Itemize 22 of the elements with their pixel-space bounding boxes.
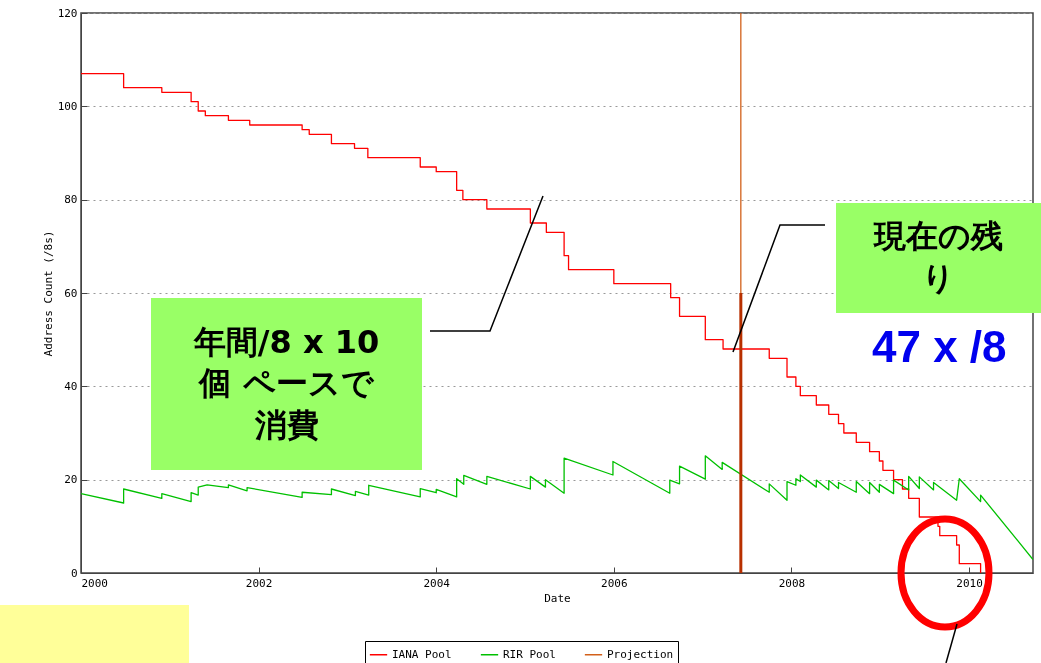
x-tick-label: 2004 [423,576,451,590]
legend-label: IANA Pool [392,647,452,661]
annotation: 年間/8 x 10 個 ペースで消費 [151,298,422,470]
x-tick-label: 2008 [778,576,806,590]
y-tick-label: 100 [57,99,78,113]
x-tick-label: 2000 [81,576,108,590]
annotation: 47 x /8 [872,322,1007,372]
x-tick-label: 2002 [245,576,273,590]
x-tick-label: 2006 [601,576,628,590]
y-tick-label: 80 [64,193,78,207]
x-axis-title: Date [544,591,571,605]
y-tick-label: 0 [70,566,78,580]
y-tick-label: 20 [64,473,78,487]
legend-label: RIR Pool [503,647,556,661]
line-series [81,455,1033,561]
y-tick-label: 120 [57,6,78,20]
annotation: 現在の残り [836,203,1041,313]
y-tick-label: 40 [64,379,78,393]
x-tick-label: 2010 [956,576,983,590]
y-axis-title: Address Count (/8s) [41,230,55,357]
y-tick-label: 60 [64,286,78,300]
legend-label: Projection [607,647,674,661]
